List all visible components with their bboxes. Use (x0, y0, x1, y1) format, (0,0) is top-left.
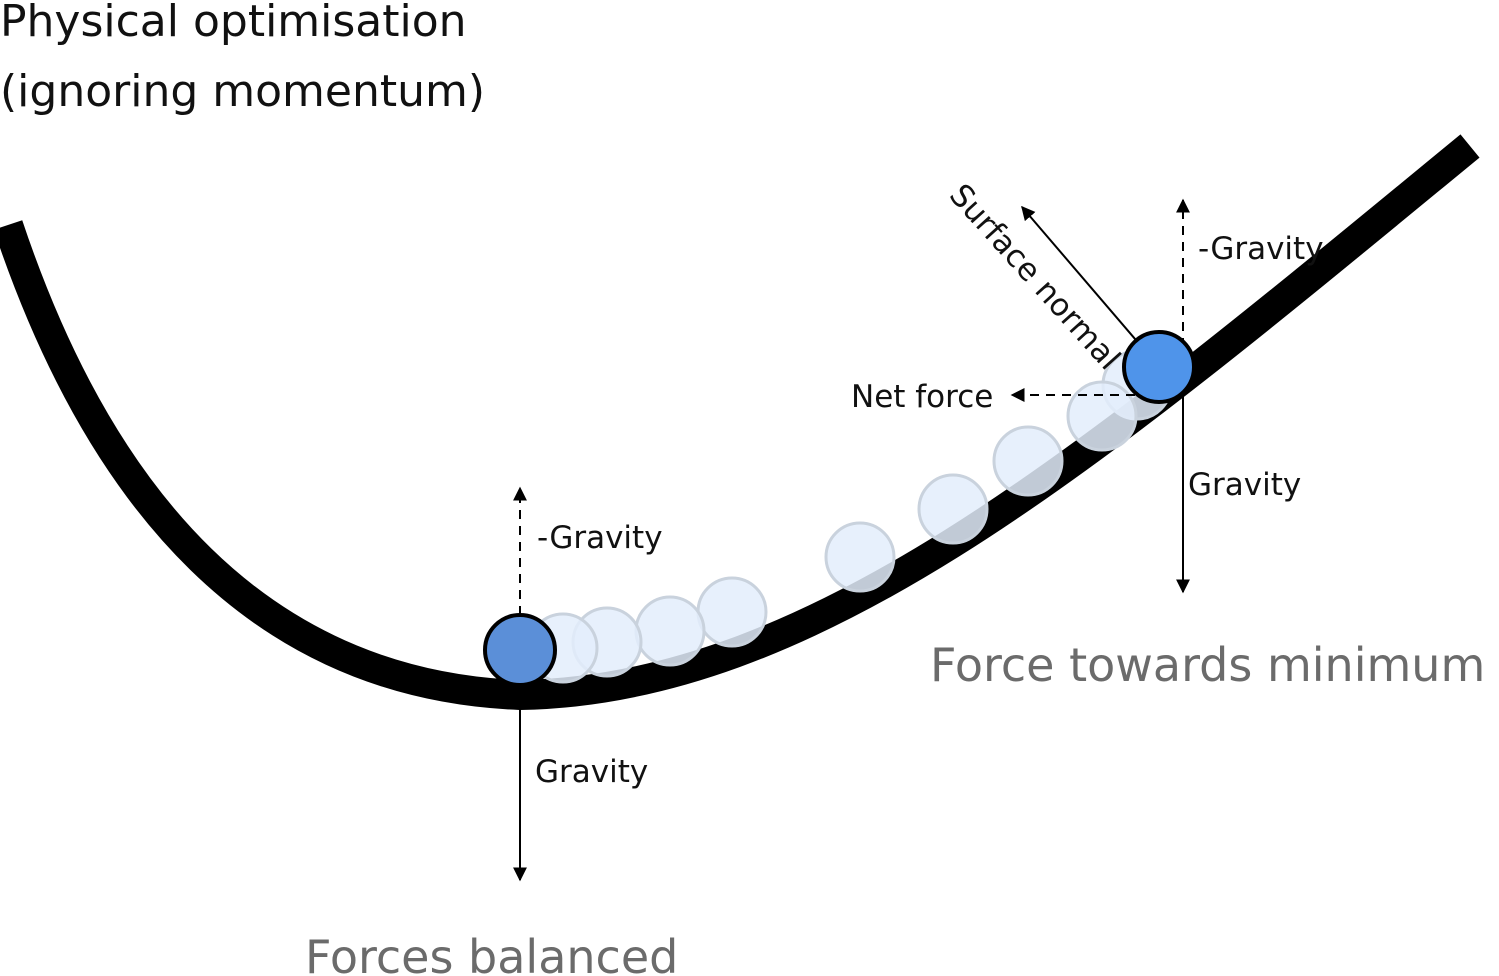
caption-force-towards-minimum: Force towards minimum (930, 638, 1485, 692)
right-ball (1122, 330, 1196, 404)
net-force-label: Net force (851, 379, 993, 415)
ghost-ball (917, 473, 989, 545)
left-gravity-label: Gravity (535, 754, 648, 790)
title-line-1: Physical optimisation (0, 0, 467, 47)
ghost-ball (824, 521, 896, 593)
left-ball-group: -Gravity Gravity (483, 486, 663, 882)
ghost-ball (634, 595, 706, 667)
ghost-ball (992, 425, 1064, 497)
ghost-ball (696, 576, 768, 648)
surface-normal-label: Surface normal (942, 177, 1127, 377)
caption-forces-balanced: Forces balanced (305, 930, 678, 976)
left-ball (483, 613, 557, 687)
right-gravity-label: Gravity (1188, 467, 1301, 503)
left-neg-gravity-label: -Gravity (537, 520, 663, 556)
ghost-trail (527, 349, 1173, 684)
title-line-2: (ignoring momentum) (0, 66, 485, 117)
right-neg-gravity-label: -Gravity (1198, 231, 1324, 267)
ghost-ball (1066, 380, 1138, 452)
